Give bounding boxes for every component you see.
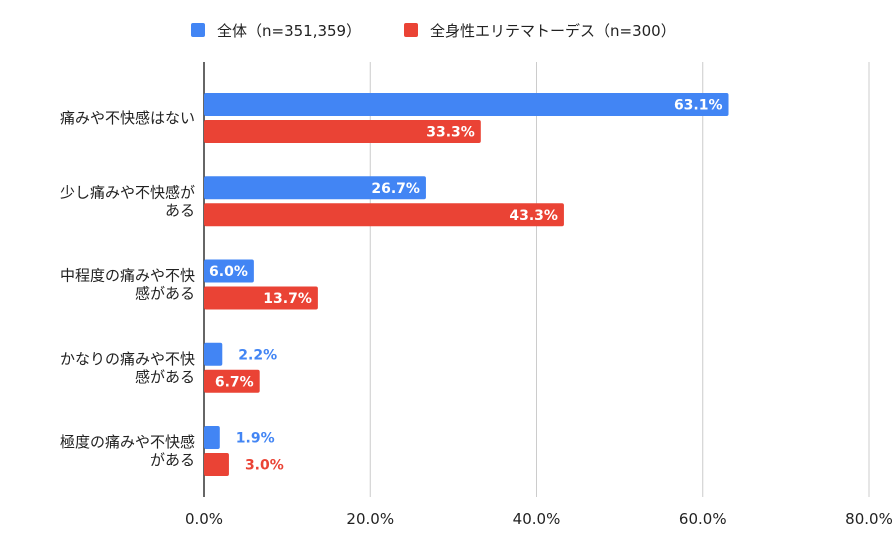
- legend-label-sle: 全身性エリテマトーデス（n=300）: [430, 21, 676, 40]
- legend-swatch-sle: [404, 23, 418, 37]
- bar: [204, 259, 254, 283]
- category-label: 感がある: [135, 285, 195, 303]
- bar-value-label: 33.3%: [426, 125, 475, 141]
- bar: [204, 203, 564, 227]
- bar-value-label: 3.0%: [245, 458, 284, 474]
- legend-swatch-overall: [191, 23, 205, 37]
- bar: [204, 286, 318, 310]
- x-tick-label: 80.0%: [845, 510, 893, 528]
- x-tick-label: 40.0%: [513, 510, 561, 528]
- x-tick-label: 20.0%: [346, 510, 394, 528]
- x-tick-label: 60.0%: [679, 510, 727, 528]
- bar-value-label: 13.7%: [263, 291, 312, 307]
- legend-item-overall: 全体（n=351,359）: [191, 18, 361, 42]
- x-tick-label: 0.0%: [185, 510, 223, 528]
- category-label: 極度の痛みや不快感: [60, 433, 195, 451]
- bar: [204, 93, 729, 116]
- bar: [204, 342, 223, 366]
- bar-value-label: 63.1%: [674, 98, 723, 114]
- category-label: 少し痛みや不快感が: [60, 183, 195, 201]
- bar-value-label: 1.9%: [236, 431, 275, 447]
- bar: [204, 453, 229, 476]
- category-label: ある: [165, 201, 195, 219]
- category-label: がある: [150, 451, 195, 469]
- bar: [204, 369, 260, 393]
- legend-label-overall: 全体（n=351,359）: [217, 21, 362, 40]
- bar: [204, 176, 426, 200]
- legend-item-sle: 全身性エリテマトーデス（n=300）: [404, 18, 676, 42]
- bar-value-label: 2.2%: [238, 347, 277, 363]
- category-label: 感がある: [135, 368, 195, 386]
- category-label: 痛みや不快感はない: [60, 109, 195, 127]
- bar-value-label: 26.7%: [371, 181, 420, 197]
- category-label: 中程度の痛みや不快: [60, 267, 195, 285]
- category-label: かなりの痛みや不快: [60, 350, 195, 368]
- bar-value-label: 6.0%: [209, 264, 248, 280]
- bar: [204, 426, 220, 449]
- bar-value-label: 43.3%: [509, 208, 558, 224]
- bar: [204, 120, 481, 143]
- legend: 全体（n=351,359） 全身性エリテマトーデス（n=300）: [0, 18, 894, 42]
- bar-value-label: 6.7%: [215, 374, 254, 390]
